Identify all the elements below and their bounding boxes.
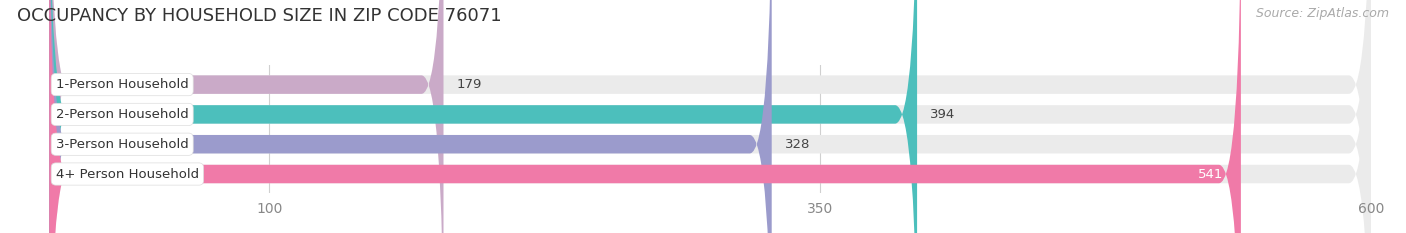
FancyBboxPatch shape	[49, 0, 1371, 233]
FancyBboxPatch shape	[49, 0, 1371, 233]
FancyBboxPatch shape	[49, 0, 917, 233]
FancyBboxPatch shape	[49, 0, 1241, 233]
FancyBboxPatch shape	[49, 0, 1371, 233]
Text: 4+ Person Household: 4+ Person Household	[56, 168, 198, 181]
FancyBboxPatch shape	[49, 0, 443, 233]
Text: 179: 179	[457, 78, 482, 91]
Text: 3-Person Household: 3-Person Household	[56, 138, 188, 151]
Text: 394: 394	[931, 108, 956, 121]
Text: 1-Person Household: 1-Person Household	[56, 78, 188, 91]
Text: 328: 328	[785, 138, 810, 151]
FancyBboxPatch shape	[49, 0, 1371, 233]
Text: OCCUPANCY BY HOUSEHOLD SIZE IN ZIP CODE 76071: OCCUPANCY BY HOUSEHOLD SIZE IN ZIP CODE …	[17, 7, 502, 25]
Text: 2-Person Household: 2-Person Household	[56, 108, 188, 121]
Text: 541: 541	[1198, 168, 1223, 181]
FancyBboxPatch shape	[49, 0, 772, 233]
Text: Source: ZipAtlas.com: Source: ZipAtlas.com	[1256, 7, 1389, 20]
